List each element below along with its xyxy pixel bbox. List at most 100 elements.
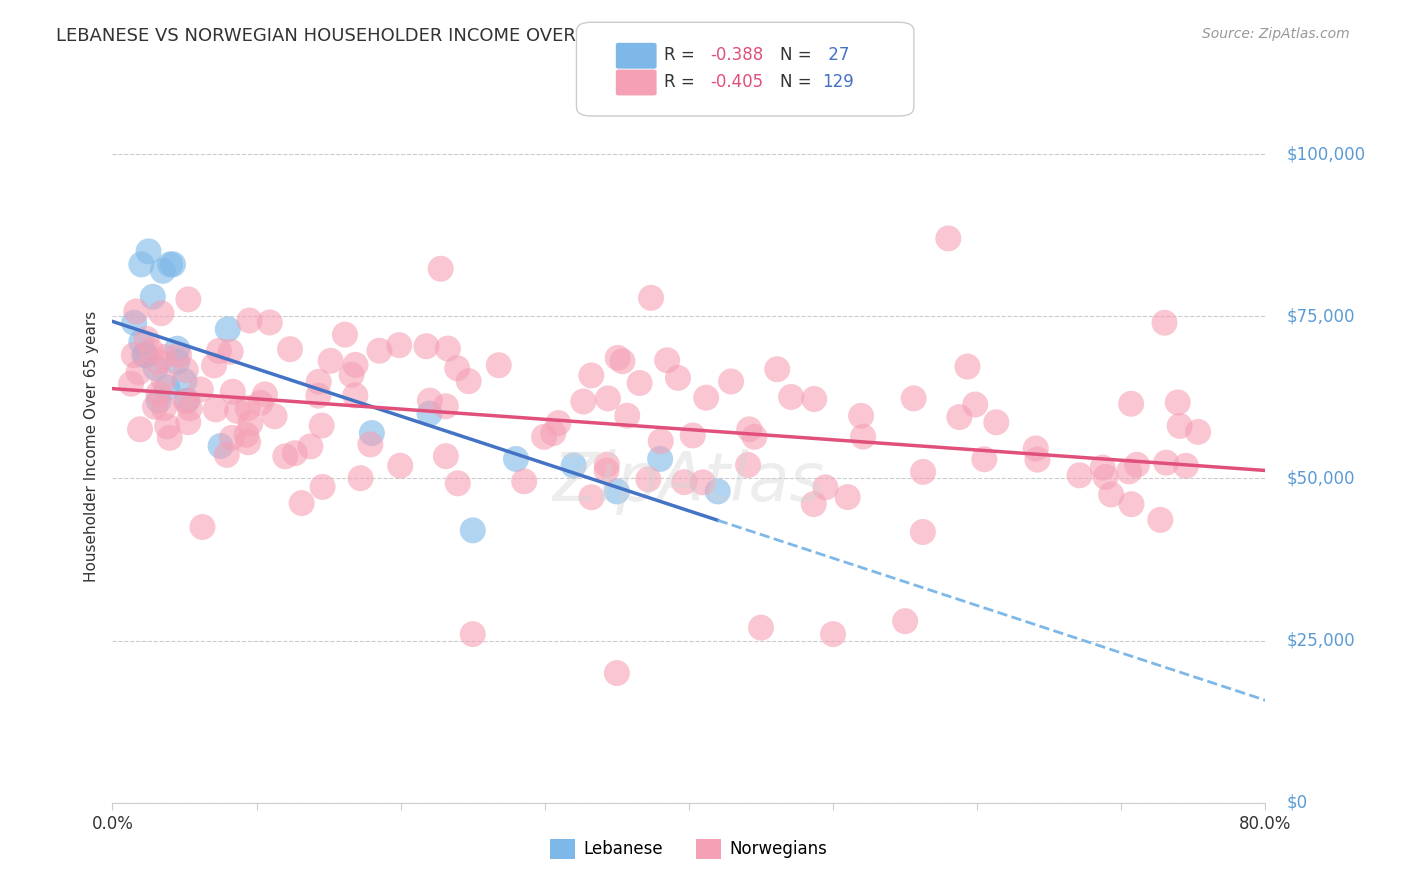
Point (259, 315, 281, 329)
Point (148, 387, 170, 401)
Point (415, 339, 437, 353)
Point (311, 418, 333, 433)
Point (437, 342, 460, 356)
Point (138, 244, 160, 259)
Point (202, 359, 225, 373)
Point (434, 449, 457, 463)
Point (152, 264, 174, 278)
Point (1174, 458, 1197, 473)
Point (176, 393, 198, 408)
Point (177, 293, 200, 307)
Point (333, 327, 356, 342)
Text: $100,000: $100,000 (1286, 145, 1367, 163)
Point (128, 365, 150, 379)
Point (616, 409, 638, 423)
Point (360, 425, 382, 440)
Point (311, 480, 333, 494)
Point (148, 355, 170, 369)
Point (122, 348, 145, 362)
Point (167, 348, 190, 362)
Text: N =: N = (780, 46, 817, 64)
Point (274, 450, 297, 464)
Point (541, 426, 564, 441)
Point (936, 231, 959, 245)
Point (650, 434, 672, 449)
Point (1118, 464, 1140, 478)
Point (145, 361, 167, 376)
Point (903, 392, 925, 406)
Text: -0.405: -0.405 (710, 73, 763, 91)
Point (814, 480, 837, 494)
Point (803, 392, 825, 406)
Point (720, 375, 742, 389)
Text: Source: ZipAtlas.com: Source: ZipAtlas.com (1202, 27, 1350, 41)
Point (744, 430, 766, 444)
Point (973, 452, 995, 467)
Text: $50,000: $50,000 (1286, 469, 1355, 487)
Point (299, 439, 322, 453)
Point (581, 490, 603, 504)
Point (562, 458, 585, 473)
Point (461, 524, 484, 538)
Point (215, 448, 238, 462)
Point (1091, 460, 1114, 475)
Point (606, 666, 628, 681)
Point (706, 484, 728, 499)
Point (226, 404, 249, 418)
Point (612, 354, 634, 368)
Point (434, 399, 457, 413)
Legend: Lebanese, Norwegians: Lebanese, Norwegians (544, 832, 834, 866)
Point (488, 358, 510, 372)
Point (666, 371, 689, 385)
Text: -0.388: -0.388 (710, 46, 763, 64)
Point (235, 427, 257, 442)
Point (648, 452, 672, 467)
Point (547, 416, 569, 430)
Point (446, 361, 468, 376)
Point (222, 384, 245, 399)
Point (344, 358, 367, 372)
Point (307, 389, 329, 403)
Point (1025, 442, 1047, 456)
Point (595, 464, 617, 478)
Point (1121, 497, 1143, 511)
Text: ZipAtlas: ZipAtlas (553, 449, 825, 515)
Point (359, 437, 381, 451)
Point (803, 497, 825, 511)
Point (852, 430, 875, 444)
Point (1167, 395, 1189, 409)
Point (129, 422, 152, 436)
Point (219, 344, 242, 359)
Point (1187, 425, 1209, 439)
Text: $0: $0 (1286, 794, 1308, 812)
Point (965, 398, 987, 412)
Point (986, 415, 1008, 429)
Point (457, 374, 479, 388)
Point (134, 348, 156, 362)
Point (238, 313, 260, 327)
Point (837, 490, 859, 504)
Point (340, 368, 363, 382)
Point (125, 304, 148, 318)
Point (1168, 418, 1191, 433)
Point (655, 353, 678, 368)
Point (894, 614, 917, 628)
Point (159, 431, 181, 445)
Point (572, 394, 595, 409)
Point (217, 322, 239, 336)
Point (956, 359, 979, 374)
Point (780, 390, 803, 404)
Point (319, 353, 342, 368)
Point (766, 362, 789, 376)
Text: $75,000: $75,000 (1286, 307, 1355, 326)
Point (749, 621, 772, 635)
Point (505, 452, 527, 467)
Point (1069, 468, 1091, 483)
Point (461, 627, 484, 641)
Point (1154, 456, 1177, 470)
Point (148, 393, 170, 408)
Point (166, 354, 188, 368)
Point (143, 400, 166, 414)
Point (209, 439, 232, 453)
Point (738, 422, 761, 436)
